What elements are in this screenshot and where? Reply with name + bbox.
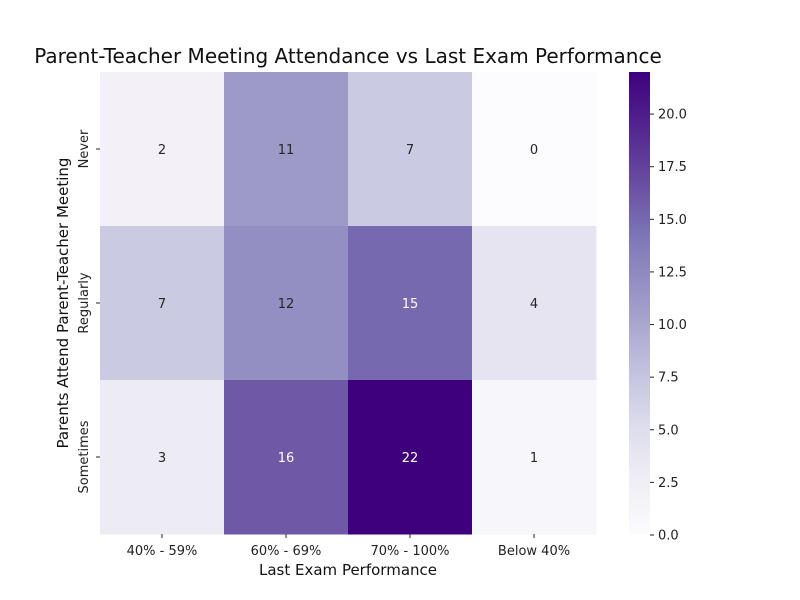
heatmap-cell <box>100 380 225 535</box>
x-axis-ticks: 40% - 59% 60% - 69% 70% - 100% Below 40% <box>127 534 570 559</box>
x-tick-label: 70% - 100% <box>370 544 449 559</box>
x-tick-label: 60% - 69% <box>251 544 322 559</box>
colorbar-tick-label: 17.5 <box>658 160 687 175</box>
colorbar-tick-label: 15.0 <box>658 213 687 228</box>
heatmap-cell <box>348 380 473 535</box>
heatmap-cell <box>348 72 473 227</box>
y-tick-label: Never <box>77 129 92 168</box>
x-tick-label: Below 40% <box>498 544 570 559</box>
cell-value-label: 7 <box>406 143 414 158</box>
heatmap-cell <box>348 226 473 381</box>
cell-value-label: 7 <box>158 297 166 312</box>
y-tick-label: Regularly <box>77 272 92 333</box>
colorbar-tick-label: 0.0 <box>658 529 679 544</box>
x-axis-label: Last Exam Performance <box>259 561 437 579</box>
cell-value-label: 16 <box>278 451 295 466</box>
colorbar-ticks: 0.0 2.5 5.0 7.5 10.0 12.5 15.0 17.5 20.0 <box>650 108 687 544</box>
cell-value-label: 11 <box>278 143 295 158</box>
x-tick-label: 40% - 59% <box>127 544 198 559</box>
colorbar <box>629 72 650 535</box>
cell-value-label: 12 <box>278 297 295 312</box>
heatmap-cell <box>100 226 225 381</box>
cell-value-label: 22 <box>402 451 419 466</box>
colorbar-tick-label: 5.0 <box>658 423 679 438</box>
cell-value-label: 0 <box>530 143 538 158</box>
heatmap-cells: 2 11 7 0 7 12 15 4 3 16 22 1 <box>100 72 597 535</box>
cell-value-label: 1 <box>530 451 538 466</box>
colorbar-tick-label: 20.0 <box>658 108 687 123</box>
y-axis-ticks: Never Regularly Sometimes <box>77 129 100 494</box>
cell-value-label: 2 <box>158 143 166 158</box>
colorbar-tick-label: 2.5 <box>658 476 679 491</box>
colorbar-tick-label: 12.5 <box>658 265 687 280</box>
heatmap-cell <box>224 226 349 381</box>
heatmap-cell <box>472 380 597 535</box>
colorbar-tick-label: 7.5 <box>658 371 679 386</box>
heatmap-cell <box>472 226 597 381</box>
heatmap-cell <box>100 72 225 227</box>
cell-value-label: 4 <box>530 297 538 312</box>
colorbar-tick-label: 10.0 <box>658 318 687 333</box>
cell-value-label: 3 <box>158 451 166 466</box>
y-tick-label: Sometimes <box>77 420 92 493</box>
heatmap-cell <box>472 72 597 227</box>
heatmap-cell <box>224 72 349 227</box>
y-axis-label: Parents Attend Parent-Teacher Meeting <box>54 158 72 449</box>
chart-title: Parent-Teacher Meeting Attendance vs Las… <box>34 44 662 68</box>
heatmap-cell <box>224 380 349 535</box>
cell-value-label: 15 <box>402 297 419 312</box>
